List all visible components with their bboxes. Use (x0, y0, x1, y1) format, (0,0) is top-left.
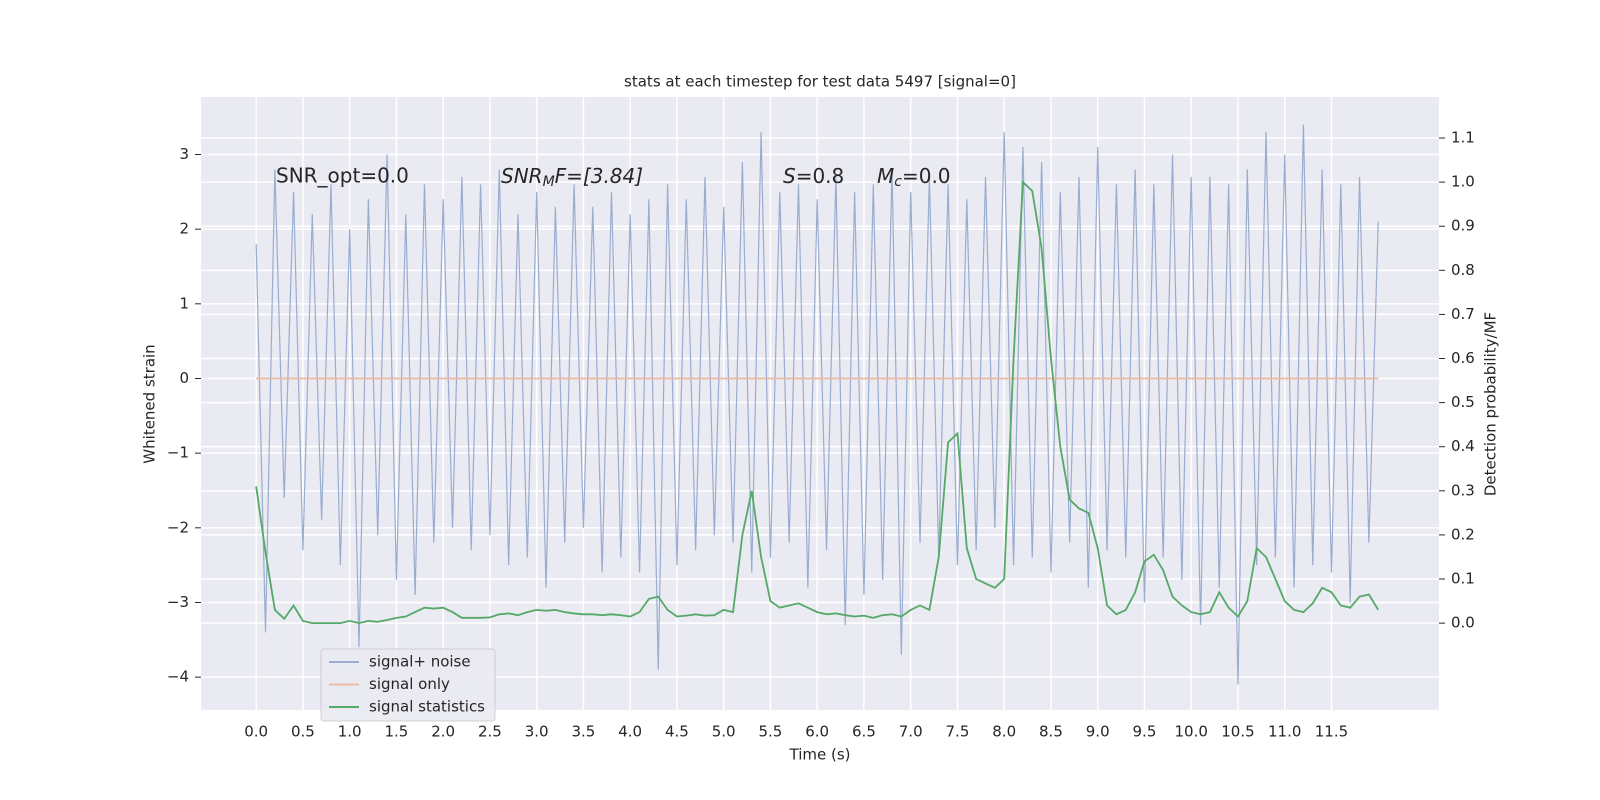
series-line (255, 180, 1379, 625)
y-tick-label: 2 (179, 220, 189, 238)
y-tick-label: −1 (167, 444, 189, 462)
y2-tick-label: 0.7 (1451, 305, 1475, 323)
y2-tick-label: 0.6 (1451, 349, 1475, 367)
x-tick-label: 9.0 (1086, 723, 1110, 741)
series-line (255, 124, 1379, 685)
annotation-rest: F=[3.84] (555, 164, 643, 188)
x-tick-label: 0.5 (291, 723, 315, 741)
x-tick-label: 9.5 (1133, 723, 1157, 741)
annotation-rest: =0.0 (902, 164, 951, 188)
y2-tick-label: 0.2 (1451, 525, 1475, 543)
annotation-rest: =0.8 (796, 164, 845, 188)
x-tick-label: 4.5 (665, 723, 689, 741)
x-tick-label: 1.5 (384, 723, 408, 741)
x-tick-label: 7.0 (899, 723, 923, 741)
annotation-main: SNR (501, 164, 543, 188)
x-tick-label: 5.0 (712, 723, 736, 741)
x-tick-label: 7.5 (946, 723, 970, 741)
x-tick-label: 4.0 (618, 723, 642, 741)
legend-label: signal statistics (369, 698, 485, 716)
x-tick-label: 0.0 (244, 723, 268, 741)
y2-tick-label: 0.5 (1451, 393, 1475, 411)
x-tick-label: 3.0 (525, 723, 549, 741)
y2-tick-label: 0.3 (1451, 481, 1475, 499)
legend-box (320, 648, 496, 722)
x-tick-label: 6.0 (805, 723, 829, 741)
x-tick-label: 8.5 (1039, 723, 1063, 741)
legend-label: signal only (369, 675, 450, 693)
y-tick-label: 1 (179, 294, 189, 312)
y-tick-label: −3 (167, 593, 189, 611)
x-tick-label: 1.0 (338, 723, 362, 741)
x-tick-label: 10.0 (1175, 723, 1208, 741)
y2-axis-label: Detection probability/MF (1482, 312, 1500, 496)
x-tick-label: 11.5 (1315, 723, 1348, 741)
y-tick-label: 0 (179, 369, 189, 387)
y2-tick-label: 0.1 (1451, 570, 1475, 588)
annotation: SNRMF=[3.84] (501, 164, 643, 191)
y2-tick-label: 0.9 (1451, 217, 1475, 235)
y2-tick-label: 0.8 (1451, 261, 1475, 279)
x-tick-label: 2.0 (431, 723, 455, 741)
annotation: Mc=0.0 (877, 164, 951, 191)
legend-label: signal+ noise (369, 653, 471, 671)
y-axis-label: Whitened strain (141, 344, 159, 463)
x-tick-label: 10.5 (1221, 723, 1254, 741)
chart-title: stats at each timestep for test data 549… (624, 73, 1016, 91)
y2-tick-label: 1.1 (1451, 129, 1475, 147)
annotation: SNR_opt=0.0 (276, 164, 409, 188)
x-tick-label: 5.5 (759, 723, 783, 741)
annotation-main: S (783, 164, 796, 188)
x-tick-label: 2.5 (478, 723, 502, 741)
y2-tick-label: 1.0 (1451, 173, 1475, 191)
x-tick-label: 11.0 (1268, 723, 1301, 741)
annotation-sub: M (543, 174, 555, 190)
y-tick-label: 3 (179, 145, 189, 163)
annotation-main: M (877, 164, 894, 188)
y-tick-label: −2 (167, 518, 189, 536)
annotation-sub: c (894, 174, 902, 190)
x-axis-label: Time (s) (789, 746, 851, 764)
x-tick-label: 6.5 (852, 723, 876, 741)
y-tick-label: −4 (167, 668, 189, 686)
y2-tick-label: 0.4 (1451, 437, 1475, 455)
y2-tick-label: 0.0 (1451, 614, 1475, 632)
x-tick-label: 3.5 (572, 723, 596, 741)
x-tick-label: 8.0 (992, 723, 1016, 741)
annotation: S=0.8 (783, 164, 844, 188)
